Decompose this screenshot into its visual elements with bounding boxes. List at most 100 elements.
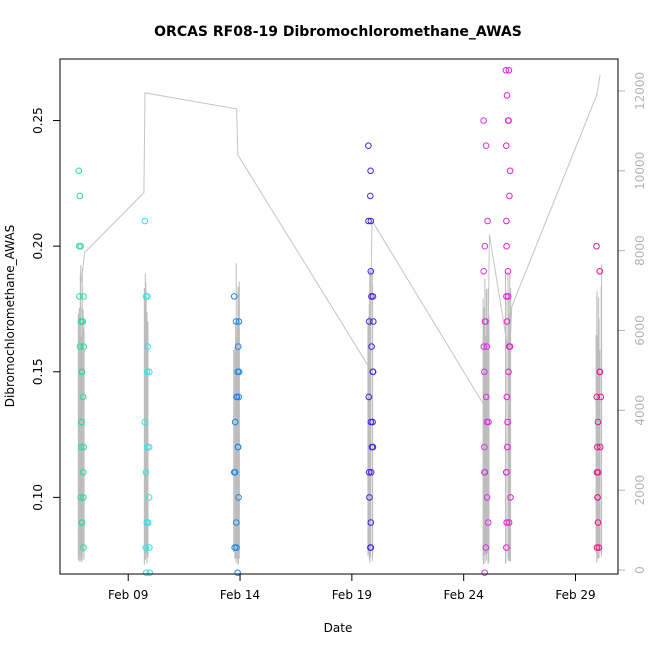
y2-tick-label: 10000 [633, 152, 647, 190]
data-point [597, 393, 605, 401]
y2-tick-label: 6000 [633, 315, 647, 346]
data-point [234, 343, 242, 350]
data-point [596, 368, 604, 376]
data-point [594, 519, 602, 526]
data-point [146, 544, 153, 551]
data-point [143, 368, 151, 376]
data-point [76, 343, 84, 350]
data-point [367, 167, 374, 175]
data-point [481, 242, 489, 250]
y-axis-label: Dibromochloromethane_AWAS [3, 225, 17, 407]
data-point [80, 469, 87, 476]
data-point [506, 192, 513, 200]
points-layer [75, 67, 605, 577]
data-point [80, 443, 87, 451]
data-point [367, 268, 375, 275]
altitude-layer [77, 74, 603, 565]
data-point [480, 343, 488, 350]
data-point [144, 443, 151, 451]
data-point [594, 443, 601, 451]
data-point [596, 443, 604, 451]
data-point [480, 117, 487, 124]
data-point [235, 494, 242, 501]
data-point [370, 318, 377, 325]
data-point [78, 418, 85, 426]
series-rf10 [230, 293, 243, 577]
data-point [482, 318, 489, 325]
data-point [595, 544, 603, 551]
y-tick-label: 0.15 [31, 358, 45, 385]
data-point [505, 368, 512, 376]
data-point [80, 544, 87, 551]
data-point [75, 167, 83, 175]
data-point [482, 393, 490, 401]
data-point [365, 142, 372, 149]
data-point [504, 268, 512, 275]
data-point [233, 519, 240, 526]
data-point [368, 343, 375, 350]
data-point [230, 293, 238, 300]
x-axis-label: Date [324, 621, 353, 635]
data-point [79, 393, 87, 401]
data-point [506, 167, 514, 175]
data-point [503, 217, 510, 225]
data-point [505, 519, 513, 526]
data-point [76, 192, 84, 200]
data-point [78, 368, 86, 376]
data-point [144, 343, 151, 350]
data-point [503, 318, 511, 325]
chart-title: ORCAS RF08-19 Dibromochloromethane_AWAS [154, 24, 522, 40]
data-point [503, 142, 510, 149]
data-point [503, 544, 510, 551]
data-point [231, 418, 239, 426]
data-point [366, 494, 373, 501]
data-point [594, 418, 602, 426]
data-point [367, 217, 375, 225]
data-point [593, 242, 600, 250]
data-point [367, 469, 375, 476]
data-point [504, 418, 511, 426]
data-point [77, 494, 84, 501]
data-point [77, 443, 85, 451]
data-point [142, 469, 150, 476]
data-point [503, 92, 511, 99]
data-point [146, 569, 153, 577]
data-point [503, 293, 510, 300]
x-tick-label: Feb 14 [220, 588, 260, 602]
data-point [368, 443, 376, 451]
y-tick-label: 0.20 [31, 233, 45, 260]
data-point [146, 368, 153, 376]
data-point [231, 544, 238, 551]
data-point [481, 368, 488, 376]
data-point [365, 469, 373, 476]
data-point [596, 268, 604, 275]
data-point [504, 443, 511, 451]
data-point [145, 443, 153, 451]
data-point [80, 494, 87, 501]
data-point [141, 418, 149, 426]
data-point [482, 544, 490, 551]
y2-tick-label: 2000 [633, 475, 647, 506]
data-point [367, 192, 374, 200]
data-point [234, 368, 241, 376]
series-rf12 [480, 117, 492, 577]
data-point [503, 242, 510, 250]
series-rf14 [593, 242, 605, 551]
y2-tick-label: 0 [633, 566, 647, 574]
data-point [503, 519, 511, 526]
data-point [77, 242, 84, 250]
data-point [481, 443, 488, 451]
data-point [233, 393, 241, 401]
data-point [230, 469, 238, 476]
data-point [483, 494, 491, 501]
series-rf13 [502, 67, 514, 551]
data-point [234, 443, 242, 451]
x-tick-label: Feb 24 [444, 588, 484, 602]
series-rf08 [75, 167, 87, 551]
data-point [80, 343, 87, 350]
y-tick-label: 0.25 [31, 107, 45, 134]
data-point [502, 67, 510, 74]
x-tick-label: Feb 09 [108, 588, 148, 602]
